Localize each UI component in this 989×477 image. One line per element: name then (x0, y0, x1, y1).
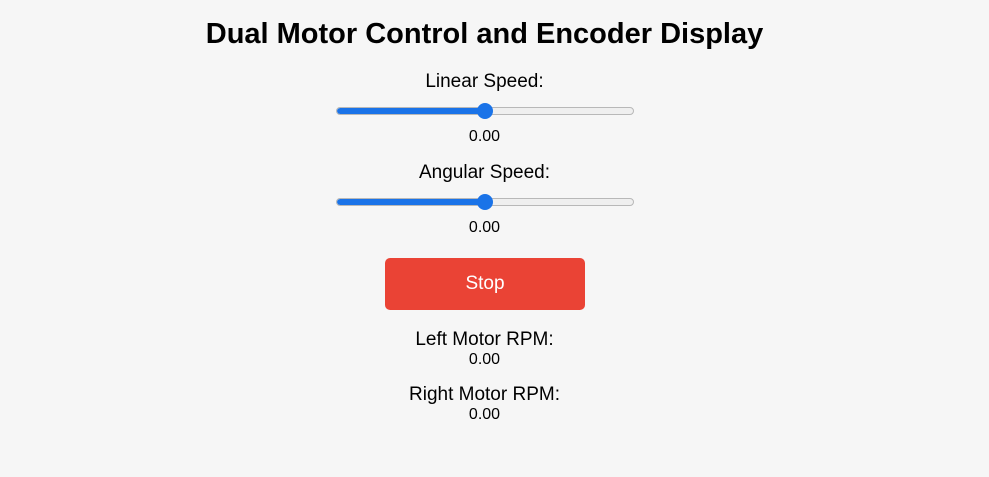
stop-button[interactable]: Stop (385, 258, 585, 310)
linear-speed-slider-fill (337, 108, 485, 114)
linear-speed-label: Linear Speed: (425, 71, 544, 92)
angular-speed-slider[interactable] (336, 193, 634, 210)
angular-speed-slider-thumb[interactable] (477, 194, 493, 210)
right-motor-rpm-label: Right Motor RPM: (409, 384, 560, 405)
angular-speed-label: Angular Speed: (419, 162, 550, 183)
angular-speed-slider-fill (337, 199, 485, 205)
left-motor-rpm-value: 0.00 (468, 351, 501, 368)
page-title: Dual Motor Control and Encoder Display (205, 18, 764, 50)
right-motor-rpm-value: 0.00 (468, 406, 501, 423)
linear-speed-value: 0.00 (468, 128, 501, 145)
angular-speed-value: 0.00 (468, 219, 501, 236)
linear-speed-slider[interactable] (336, 102, 634, 119)
left-motor-rpm-label: Left Motor RPM: (415, 329, 554, 350)
linear-speed-slider-thumb[interactable] (477, 103, 493, 119)
